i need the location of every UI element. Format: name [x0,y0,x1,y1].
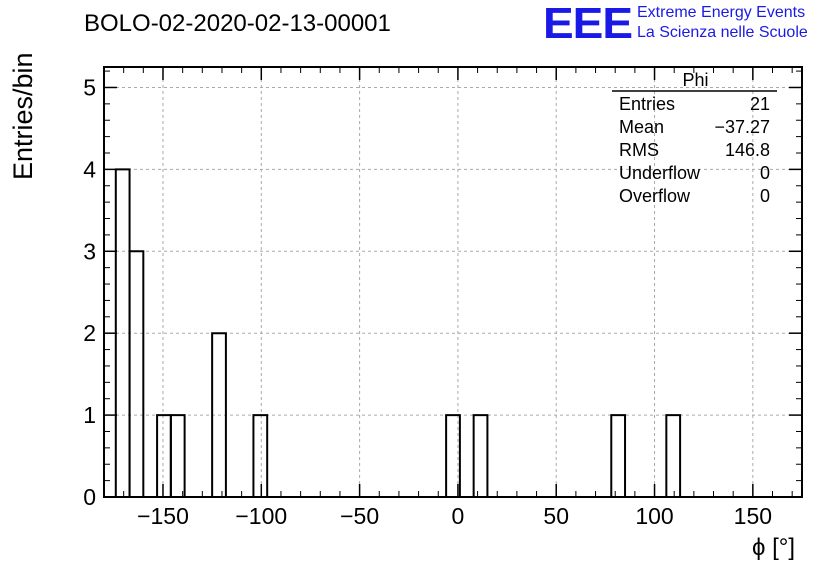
stats-value: 21 [750,94,770,114]
histogram-bin [169,414,186,497]
histogram-bin [610,414,627,497]
plot-frame [103,66,803,498]
stats-value: 0 [760,163,770,183]
x-tick-label: 150 [734,503,772,529]
chart-title: BOLO-02-2020-02-13-00001 [84,10,391,37]
histogram-bin [156,414,172,497]
stats-label: Entries [619,94,675,114]
x-tick-label: −100 [235,503,287,529]
logo-caption-line2: La Scienza nelle Scuole [637,24,808,41]
x-axis-label: ϕ [°] [752,534,796,561]
histogram-bin [252,414,269,497]
histogram-bin [472,414,489,497]
stats-label: Overflow [619,186,691,206]
logo-caption: Extreme Energy Events La Scienza nelle S… [637,3,808,43]
y-tick-label: 5 [83,74,96,100]
eee-logo: EEE [543,0,633,48]
histogram-bin [665,414,682,497]
x-tick-label: −150 [137,503,189,529]
histogram-bin [445,414,461,497]
stats-title: Phi [682,70,708,90]
histogram-bin [211,332,227,497]
histogram-bin [128,250,145,497]
x-tick-label: 100 [635,503,673,529]
y-tick-label: 4 [83,156,96,182]
stats-value: 146.8 [725,140,770,160]
logo-caption-line1: Extreme Energy Events [637,4,806,21]
y-tick-label: 3 [83,238,96,264]
y-tick-label: 2 [83,320,96,346]
x-tick-label: 0 [452,503,465,529]
x-tick-label: 50 [543,503,569,529]
stats-value: −37.27 [714,117,770,137]
y-tick-label: 1 [83,402,96,428]
x-tick-label: −50 [340,503,379,529]
y-tick-label: 0 [83,484,96,510]
stats-value: 0 [760,186,770,206]
stats-label: RMS [619,140,659,160]
stats-label: Mean [619,117,664,137]
stats-label: Underflow [619,163,701,183]
